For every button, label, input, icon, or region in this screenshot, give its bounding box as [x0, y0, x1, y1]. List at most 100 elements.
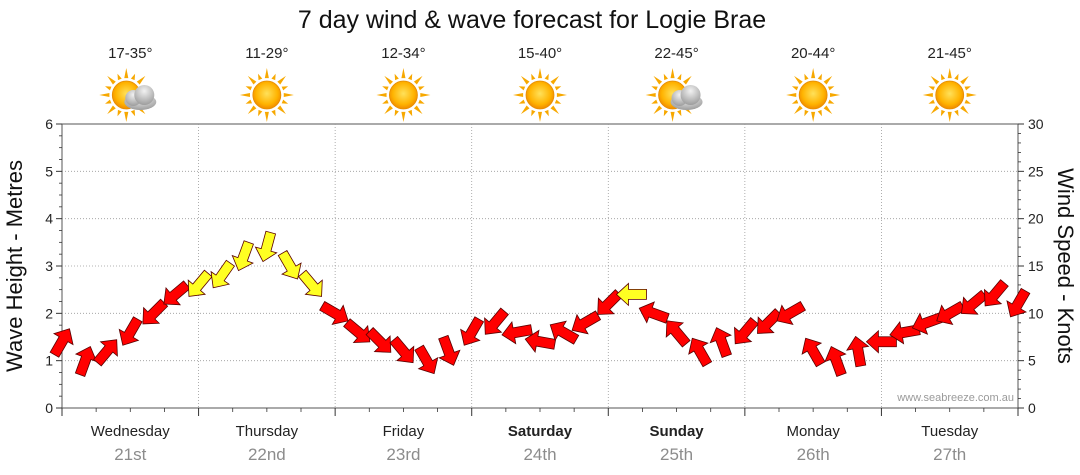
- sun-ray: [653, 105, 663, 115]
- wind-arrow: [638, 301, 670, 324]
- sun-ray: [281, 86, 289, 91]
- watermark: www.seabreeze.com.au: [896, 392, 1014, 404]
- sun-ray: [670, 68, 675, 79]
- sun-ray: [247, 105, 257, 115]
- sun-ray: [947, 111, 952, 122]
- sun-ray: [245, 86, 253, 91]
- wind-arrow: [484, 307, 509, 335]
- sun-ray: [811, 111, 816, 122]
- wind-arrow: [438, 334, 461, 366]
- sun-ray: [413, 75, 423, 85]
- sun-ray: [653, 75, 663, 85]
- sun-ray: [663, 73, 668, 81]
- sun-ray: [239, 92, 250, 98]
- wind-arrow: [734, 316, 759, 345]
- sun-ray: [394, 109, 399, 117]
- plot-area: 0 1 2 3 4 5 6 0 5 10 15 20 25 30 Wednesday 21st Thursd…: [45, 116, 1044, 464]
- sun-ray: [651, 86, 658, 91]
- sun-ray: [940, 73, 946, 81]
- date-label: 23rd: [386, 445, 420, 464]
- partly-cloudy-icon: [99, 68, 157, 122]
- sun-ray: [964, 86, 971, 91]
- sun-ray: [413, 105, 423, 115]
- sun-ray: [683, 75, 692, 85]
- sun-disc: [252, 80, 282, 110]
- sun-ray: [117, 109, 122, 117]
- sun-ray: [677, 73, 682, 81]
- wind-arrow: [319, 300, 349, 325]
- sun-ray: [794, 105, 803, 115]
- date-label: 24th: [523, 445, 556, 464]
- sun-ray: [376, 92, 387, 98]
- sun-ray: [537, 111, 543, 122]
- y-right-tick-label: 10: [1028, 305, 1044, 321]
- temp-range: 11-29°: [245, 45, 288, 62]
- temp-range: 21-45°: [928, 45, 972, 62]
- sun-ray: [554, 99, 562, 104]
- sun-ray: [107, 105, 116, 115]
- sun-ray: [264, 111, 269, 122]
- sun-ray: [954, 73, 959, 81]
- wind-arrow: [688, 337, 713, 368]
- y-right-tick-label: 25: [1028, 163, 1044, 179]
- sun-ray: [537, 68, 543, 79]
- wind-arrow: [460, 316, 485, 346]
- wind-arrow: [389, 335, 415, 364]
- y-axis-right: 0 5 10 15 20 25 30: [1018, 116, 1044, 416]
- y-axis-right-label: Wind Speed - Knots: [1053, 168, 1078, 364]
- sun-ray: [394, 73, 399, 81]
- sun-ray: [556, 92, 567, 98]
- sun-ray: [804, 109, 809, 117]
- sun-ray: [124, 68, 129, 79]
- sun-ray: [401, 111, 406, 122]
- sun-ray: [823, 105, 833, 115]
- sun-ray: [966, 92, 977, 98]
- sun-ray: [99, 92, 110, 98]
- sun-ray: [791, 86, 799, 91]
- sun-ray: [827, 86, 835, 91]
- sun-ray: [418, 99, 425, 104]
- sun-ray: [277, 105, 286, 115]
- sun-ray: [930, 75, 940, 85]
- sunny-icon: [376, 68, 431, 122]
- sun-ray: [794, 75, 803, 85]
- sun-ray: [105, 99, 112, 104]
- wind-arrow: [615, 282, 647, 307]
- sun-ray: [663, 109, 668, 117]
- wind-arrow: [776, 300, 806, 325]
- sun-disc: [525, 80, 555, 110]
- cloud-puff: [134, 85, 155, 105]
- y-right-tick-label: 20: [1028, 211, 1044, 227]
- sun-ray: [645, 92, 656, 98]
- sun-ray: [107, 75, 116, 85]
- wind-arrow: [801, 337, 826, 368]
- sun-ray: [408, 109, 413, 117]
- chart-title: 7 day wind & wave forecast for Logie Bra…: [298, 6, 766, 34]
- wind-arrow: [1006, 287, 1031, 318]
- sun-ray: [247, 75, 257, 85]
- wind-arrow: [983, 279, 1009, 307]
- sun-ray: [554, 86, 562, 91]
- y-left-tick-label: 0: [45, 400, 53, 416]
- day-label: Wednesday: [91, 423, 170, 440]
- sun-ray: [550, 105, 560, 115]
- sun-ray: [823, 75, 833, 85]
- wind-arrow: [571, 310, 602, 335]
- wind-arrow: [49, 328, 74, 358]
- date-label: 27th: [933, 445, 966, 464]
- date-label: 22nd: [248, 445, 286, 464]
- sun-ray: [382, 86, 389, 91]
- wind-arrow: [231, 240, 254, 272]
- y-left-tick-label: 2: [45, 305, 53, 321]
- y-left-tick-label: 3: [45, 258, 53, 274]
- sun-ray: [384, 105, 393, 115]
- temp-range: 20-44°: [791, 45, 835, 62]
- y-axis-left-label: Wave Height - Metres: [2, 160, 27, 372]
- cloud: [670, 85, 703, 110]
- wind-arrow: [414, 344, 439, 375]
- wind-arrows: [49, 230, 1031, 377]
- y-axis-left: 0 1 2 3 4 5 6: [45, 116, 62, 416]
- wind-arrow: [709, 327, 732, 359]
- sun-ray: [928, 99, 935, 104]
- sun-ray: [531, 73, 536, 81]
